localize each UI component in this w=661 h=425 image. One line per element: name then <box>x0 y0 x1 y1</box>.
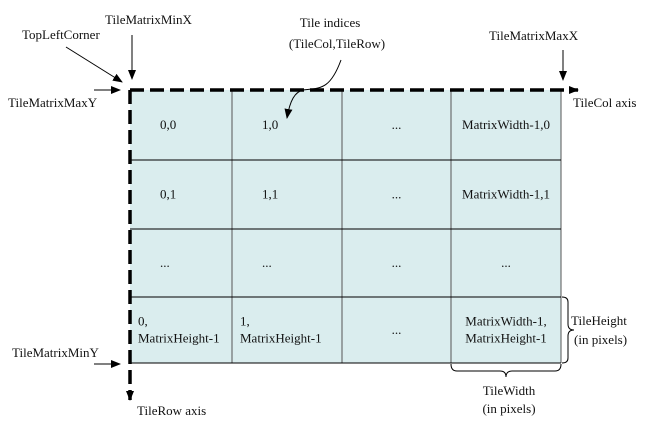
tile-width-unit: (in pixels) <box>482 401 535 416</box>
tile-height-label: TileHeight <box>571 313 627 328</box>
tile-cell-label: ... <box>160 255 170 270</box>
tile-cell-label: 0,1 <box>160 187 176 202</box>
min-x-label: TileMatrixMinX <box>105 12 193 27</box>
tile-matrix-area <box>130 90 561 363</box>
tilerow-axis-label: TileRow axis <box>137 403 206 418</box>
tile-cell-label: MatrixWidth-1,0 <box>462 117 550 132</box>
tile-height-brace <box>561 296 575 364</box>
tile-cell-label: MatrixHeight-1 <box>465 331 547 346</box>
top-left-corner-arrow <box>65 46 123 83</box>
tile-cell-label: MatrixHeight-1 <box>240 331 322 346</box>
tile-cell-label: MatrixWidth-1, <box>465 314 546 329</box>
tile-cell-label: 0,0 <box>160 117 176 132</box>
tile-cells: 0,0 1,0... MatrixWidth-1,0 0,1 1,1... MatrixW… <box>138 117 550 346</box>
tilecol-axis-label: TileCol axis <box>573 95 636 110</box>
min-y-label: TileMatrixMinY <box>12 345 100 360</box>
tile-cell-label: ... <box>392 117 402 132</box>
tile-cell-label: ... <box>262 255 272 270</box>
tile-indices-sublabel: (TileCol,TileRow) <box>289 36 385 51</box>
tile-indices-arrow <box>284 59 342 119</box>
tile-cell-label: ... <box>392 255 402 270</box>
tile-cell-label: 1, <box>240 314 250 329</box>
tile-cell-label: 1,1 <box>262 187 278 202</box>
tile-cell-label: ... <box>501 255 511 270</box>
tile-cell-label: MatrixHeight-1 <box>138 331 220 346</box>
tile-indices-label: Tile indices <box>300 15 361 30</box>
max-y-label: TileMatrixMaxY <box>8 95 98 110</box>
max-x-label: TileMatrixMaxX <box>489 28 579 43</box>
tile-grid <box>130 90 562 364</box>
tile-cell-label: ... <box>392 187 402 202</box>
tile-cell-label: 1,0 <box>262 117 278 132</box>
tile-width-brace <box>450 363 562 378</box>
tile-height-unit: (in pixels) <box>574 332 627 347</box>
top-left-corner-label: TopLeftCorner <box>22 27 100 42</box>
tile-cell-label: MatrixWidth-1,1 <box>462 187 550 202</box>
tile-cell-label: ... <box>392 322 402 337</box>
tile-cell-label: 0, <box>138 314 148 329</box>
tile-width-label: TileWidth <box>483 383 536 398</box>
